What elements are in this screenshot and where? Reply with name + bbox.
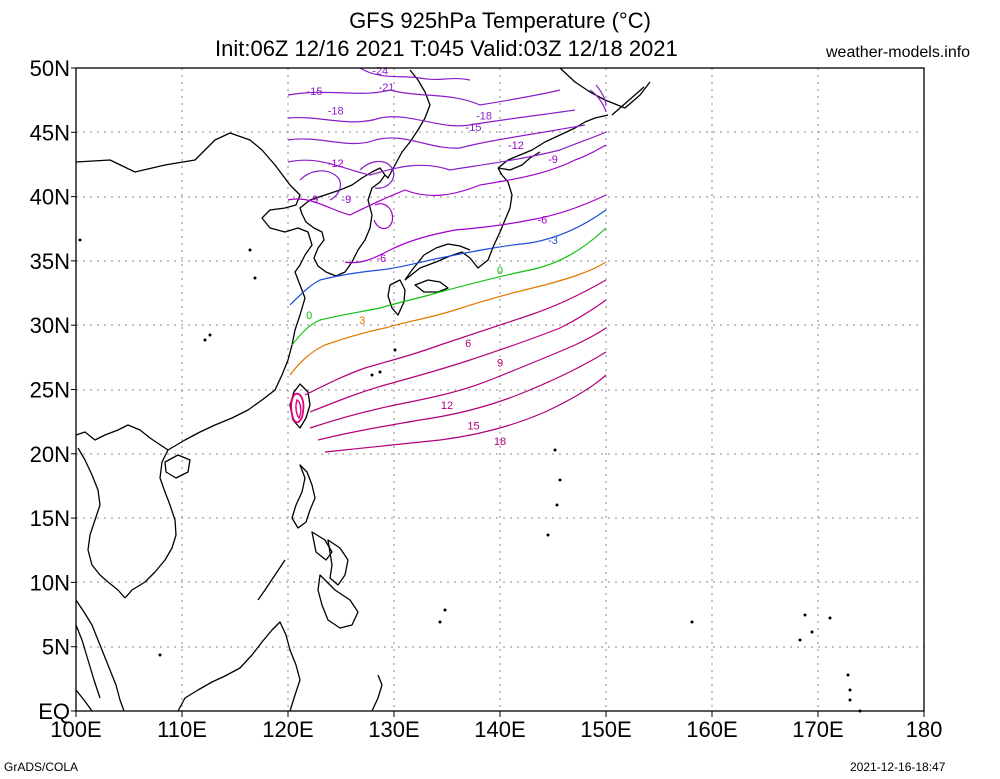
contour-minus15: [287, 124, 586, 149]
y-tick-label: 45N: [30, 120, 70, 145]
contour-label: 18: [494, 436, 506, 448]
contour-label: 3: [359, 315, 365, 327]
contour-9: [309, 299, 607, 413]
x-tick-label: 160E: [686, 717, 737, 742]
contour-label: -9: [548, 154, 558, 166]
contour-label: -9: [341, 194, 351, 206]
y-tick-label: 25N: [30, 378, 70, 403]
y-tick-label: 50N: [30, 56, 70, 81]
x-tick-label: 140E: [474, 717, 525, 742]
contour-label: 9: [497, 357, 503, 369]
y-tick-label: 20N: [30, 442, 70, 467]
x-tick-label: 100E: [50, 717, 101, 742]
contour-label: -12: [328, 158, 344, 170]
contour-3: [289, 261, 607, 376]
contour-minus24: [359, 67, 471, 81]
contour-12: [309, 327, 607, 429]
x-tick-label: 180: [906, 717, 943, 742]
contour-15: [317, 351, 607, 441]
y-tick-label: EQ: [38, 699, 70, 724]
footer-software: GrADS/COLA: [4, 760, 79, 774]
contour-label: -21: [379, 82, 395, 94]
small-islands: [78, 238, 862, 713]
contour-minus12: [287, 131, 607, 176]
contour-minus3: [289, 209, 607, 306]
contour-label: -15: [466, 122, 482, 134]
contour-label: 6: [465, 338, 471, 350]
axis-ticks: [71, 67, 925, 717]
y-tick-label: 30N: [30, 313, 70, 338]
y-axis-labels: EQ 5N 10N 15N 20N 25N 30N 35N 40N 45N 50N: [30, 56, 70, 724]
lat-lon-grid: [76, 68, 924, 711]
contour-label: -12: [508, 140, 524, 152]
contour-minus21: [287, 89, 561, 106]
contour-label: 0: [497, 265, 503, 277]
x-axis-labels: 100E 110E 120E 130E 140E 150E 160E 170E 180: [50, 717, 942, 742]
temperature-contours: [287, 67, 607, 453]
y-tick-label: 5N: [42, 635, 70, 660]
contour-labels: -24-21-15-18 -18-15-12-12-9-9-9-6-6-30036…: [306, 65, 558, 447]
contour-label: -18: [328, 105, 344, 117]
x-tick-label: 120E: [262, 717, 313, 742]
y-tick-label: 40N: [30, 185, 70, 210]
contour-6: [304, 279, 607, 396]
y-tick-label: 10N: [30, 570, 70, 595]
contour-0: [291, 227, 607, 346]
contour-label: -15: [307, 86, 323, 98]
contour-label: -6: [376, 253, 386, 265]
x-tick-label: 130E: [368, 717, 419, 742]
contour-18: [324, 374, 607, 453]
source-site: weather-models.info: [826, 44, 971, 61]
contour-label: 12: [441, 400, 453, 412]
contour-label: -9: [309, 194, 319, 206]
contour-label: -6: [538, 215, 548, 227]
contour-label: -3: [548, 235, 558, 247]
y-tick-label: 35N: [30, 249, 70, 274]
x-tick-label: 110E: [157, 717, 207, 742]
x-tick-label: 170E: [792, 717, 843, 742]
x-tick-label: 150E: [580, 717, 631, 742]
contour-minus6: [344, 194, 607, 264]
contour-label: 15: [467, 420, 479, 432]
contour-minus9: [287, 144, 607, 216]
contour-label: -24: [372, 65, 388, 77]
contour-label: 0: [306, 310, 312, 322]
map-subtitle: Init:06Z 12/16 2021 T:045 Valid:03Z 12/1…: [215, 36, 678, 61]
map-title: GFS 925hPa Temperature (°C): [349, 8, 651, 33]
contour-hot-taiwan: [290, 392, 305, 424]
y-tick-label: 15N: [30, 506, 70, 531]
footer-timestamp: 2021-12-16-18:47: [850, 760, 946, 774]
contour-minus18: [287, 109, 576, 127]
contour-label: -18: [476, 110, 492, 122]
